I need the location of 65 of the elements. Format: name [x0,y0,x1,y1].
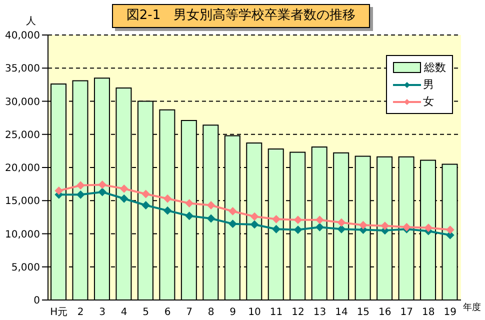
point [164,194,172,203]
x-tick-label: H元 [50,307,68,318]
x-tick-label: 9 [230,307,236,318]
point [120,184,128,193]
y-tick-label: 25,000 [5,130,40,141]
point [164,206,172,215]
point [272,215,280,224]
point [142,190,150,198]
point [380,222,389,230]
y-tick-label: 15,000 [5,196,40,208]
x-tick-label: 13 [313,307,326,318]
x-tick-label: 5 [142,307,150,318]
point [76,181,85,190]
x-tick-label: 6 [164,307,171,318]
x-tick-label: 19 [444,307,456,318]
point [250,212,258,221]
point [120,194,128,203]
y-tick-label: 0 [34,296,40,307]
y-axis-title: 人 [26,15,36,28]
y-tick-label: 35,000 [5,64,40,75]
point [316,223,324,232]
point [337,225,346,234]
x-tick-label: 8 [208,307,214,318]
x-tick-label: 15 [356,307,370,318]
x-tick-label: 17 [400,307,414,318]
point [294,216,302,224]
chart-title: 図2-1 男女別高等学校卒業者数の推移 [112,4,370,28]
point [294,226,302,234]
point [54,186,63,195]
x-tick-label: 3 [99,307,106,318]
x-tick-label: 18 [422,307,435,318]
point [228,207,237,216]
point [207,201,216,210]
y-tick-label: 40,000 [5,30,40,42]
x-tick-label: 7 [186,307,192,318]
point [76,190,85,199]
y-tick-label: 30,000 [5,96,40,108]
point [424,224,432,232]
x-tick-label: 16 [378,307,392,318]
point [250,220,258,228]
legend-label: 女 [423,95,434,108]
x-tick-label: 12 [292,307,304,318]
x-tick-label: 10 [248,307,261,318]
point [207,214,216,223]
y-tick-label: 10,000 [5,229,40,240]
x-tick-label: 14 [335,307,348,318]
x-tick-label: 2 [77,307,84,318]
point [142,201,150,210]
point [185,212,194,220]
y-tick-label: 20,000 [5,163,40,174]
x-tick-label: 11 [270,307,283,318]
x-tick-label: 4 [120,307,128,318]
point [337,218,346,226]
point [98,180,106,189]
point [185,199,194,208]
point [228,220,237,228]
point [98,188,106,196]
legend-label: 男 [423,78,434,91]
point [359,221,368,230]
y-tick-label: 5,000 [11,262,40,274]
point [272,225,280,234]
x-axis-title: 年度 [463,302,481,314]
point [316,216,324,224]
point [446,226,454,234]
legend-label: 総数 [424,61,446,74]
